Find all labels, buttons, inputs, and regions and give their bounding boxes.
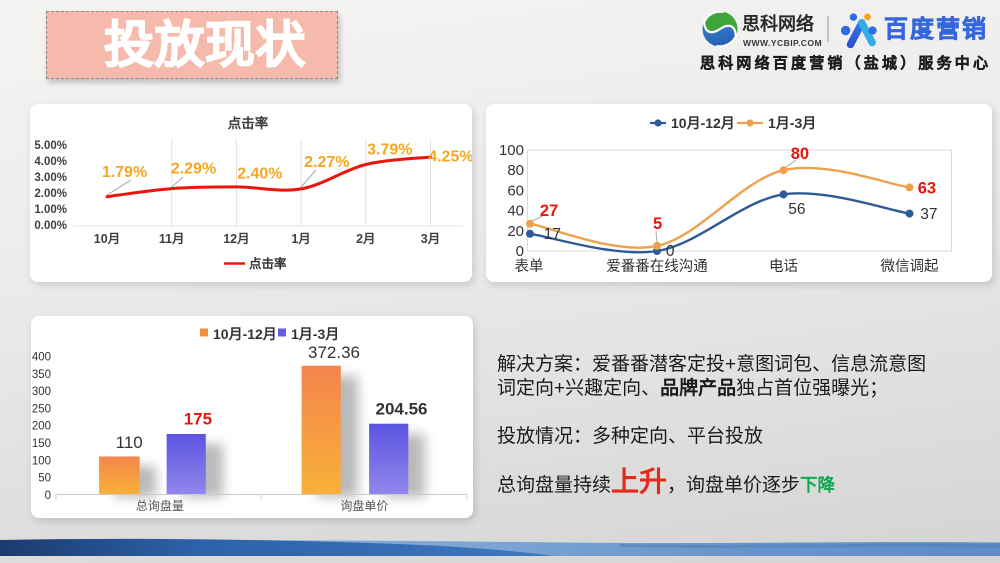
svg-text:400: 400	[32, 352, 51, 364]
svg-text:110: 110	[116, 433, 143, 452]
svg-text:80: 80	[507, 162, 524, 179]
svg-text:100: 100	[499, 142, 524, 159]
svg-text:10月: 10月	[94, 232, 120, 246]
svg-text:1月: 1月	[291, 232, 310, 246]
svg-text:2.00%: 2.00%	[34, 188, 67, 200]
svg-text:20: 20	[507, 223, 524, 240]
svg-text:11月: 11月	[159, 232, 185, 246]
svg-text:40: 40	[507, 203, 524, 220]
svg-text:350: 350	[32, 369, 51, 381]
svg-text:点击率: 点击率	[249, 256, 287, 271]
svg-text:204.56: 204.56	[376, 400, 428, 419]
svg-text:WWW.YCBIP.COM: WWW.YCBIP.COM	[743, 38, 822, 48]
svg-text:60: 60	[507, 182, 524, 199]
svg-text:3月: 3月	[421, 232, 440, 246]
svg-text:10月-12月: 10月-12月	[671, 115, 735, 131]
svg-text:1月-3月: 1月-3月	[768, 115, 816, 131]
svg-text:150: 150	[32, 438, 51, 450]
svg-text:3.79%: 3.79%	[367, 142, 412, 159]
svg-text:27: 27	[540, 202, 558, 220]
svg-text:63: 63	[918, 180, 936, 198]
svg-text:电话: 电话	[769, 258, 798, 275]
svg-text:37: 37	[920, 206, 937, 223]
svg-text:微信调起: 微信调起	[881, 258, 939, 275]
svg-text:1月-3月: 1月-3月	[291, 326, 339, 342]
svg-text:300: 300	[32, 386, 51, 398]
svg-text:2.40%: 2.40%	[237, 165, 282, 182]
svg-text:175: 175	[184, 410, 212, 429]
svg-text:百度营销: 百度营销	[884, 15, 988, 43]
svg-text:50: 50	[38, 473, 51, 485]
svg-text:0.00%: 0.00%	[34, 220, 67, 232]
svg-text:表单: 表单	[515, 258, 544, 275]
svg-text:点击率: 点击率	[228, 115, 269, 131]
svg-text:100: 100	[32, 455, 51, 467]
svg-text:0: 0	[45, 490, 51, 502]
svg-text:56: 56	[788, 201, 805, 218]
svg-text:爱番番在线沟通: 爱番番在线沟通	[606, 258, 708, 275]
svg-text:4.00%: 4.00%	[34, 156, 67, 168]
svg-text:5.00%: 5.00%	[34, 140, 67, 152]
svg-text:17: 17	[544, 226, 561, 243]
svg-text:5: 5	[653, 215, 662, 233]
svg-text:总询盘量: 总询盘量	[136, 498, 184, 513]
svg-text:0: 0	[516, 243, 524, 260]
svg-text:1.00%: 1.00%	[34, 204, 67, 216]
svg-text:2月: 2月	[356, 232, 375, 246]
svg-text:200: 200	[32, 421, 51, 433]
svg-text:372.36: 372.36	[308, 343, 360, 362]
svg-text:1.79%: 1.79%	[102, 164, 147, 181]
svg-text:80: 80	[791, 145, 809, 163]
svg-text:询盘单价: 询盘单价	[340, 498, 388, 513]
svg-text:思科网络: 思科网络	[742, 13, 814, 34]
svg-text:2.29%: 2.29%	[171, 161, 216, 178]
svg-text:10月-12月: 10月-12月	[213, 326, 277, 342]
svg-text:3.00%: 3.00%	[34, 172, 67, 184]
svg-text:2.27%: 2.27%	[304, 154, 349, 171]
svg-text:250: 250	[32, 403, 51, 415]
svg-text:0: 0	[666, 243, 675, 260]
svg-text:12月: 12月	[223, 232, 249, 246]
svg-text:4.25%: 4.25%	[428, 149, 472, 166]
